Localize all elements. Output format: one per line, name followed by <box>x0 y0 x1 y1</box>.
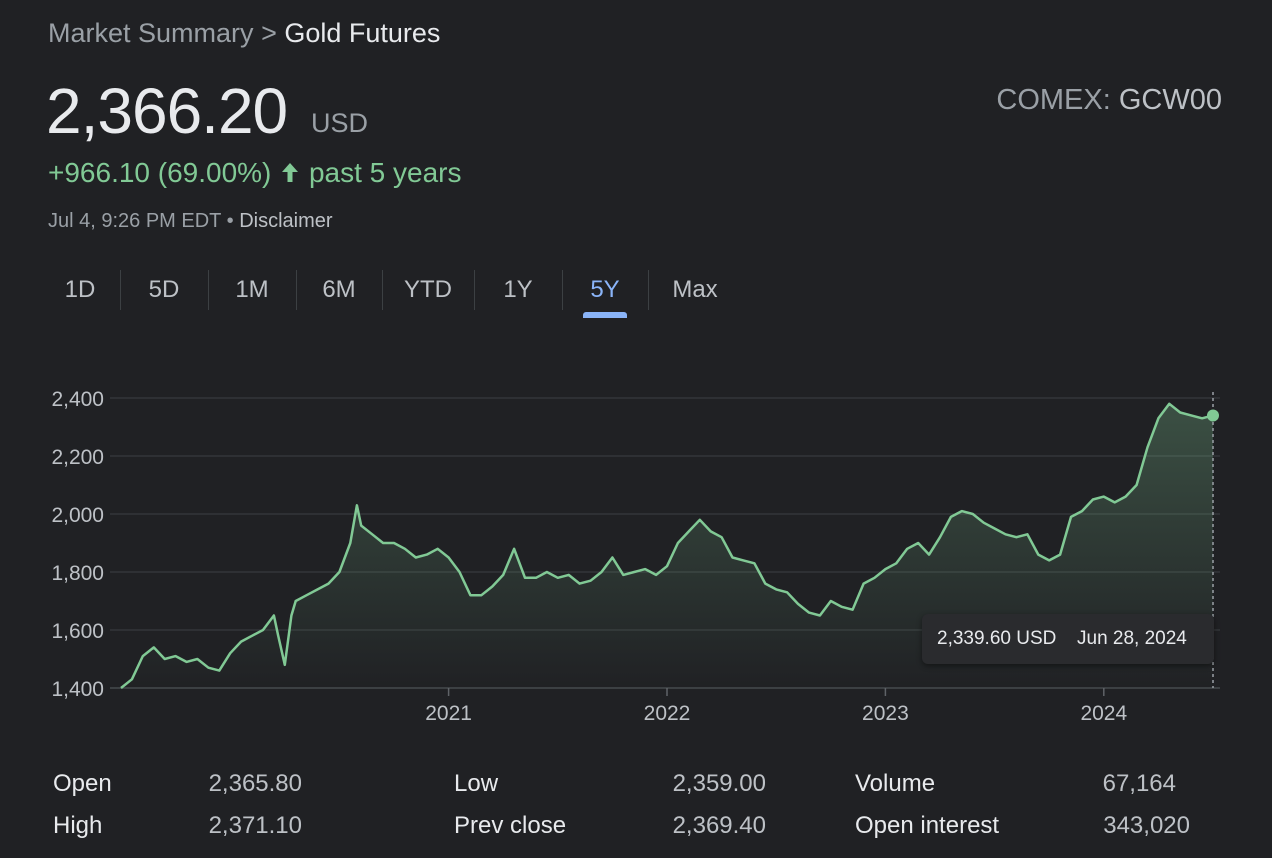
exchange-symbol: COMEX: GCW00 <box>996 84 1222 117</box>
stat-label-volume: Volume <box>855 770 936 797</box>
stat-label-open-interest: Open interest <box>855 812 1000 839</box>
price-chart[interactable]: 2,400 2,200 2,000 1,800 1,600 1,400 2021 2022 2… <box>0 360 1272 740</box>
arrow-up-icon <box>282 163 299 182</box>
stat-label-open: Open <box>53 770 112 797</box>
bullet-separator: • <box>226 210 234 232</box>
x-tick-label: 2024 <box>1080 702 1127 725</box>
stat-value-high: 2,371.10 <box>208 812 302 839</box>
breadcrumb: Market Summary > Gold Futures <box>48 18 440 49</box>
hover-tooltip: 2,339.60 USD Jun 28, 2024 <box>922 614 1214 664</box>
y-tick-label: 1,600 <box>51 620 104 643</box>
stat-value-prev-close: 2,369.40 <box>672 812 766 839</box>
stat-label-low: Low <box>454 770 499 797</box>
stat-value-volume: 67,164 <box>1102 770 1176 797</box>
tab-1m[interactable]: 1M <box>208 270 296 310</box>
y-tick-label: 1,800 <box>51 562 104 585</box>
quote-timestamp: Jul 4, 9:26 PM EDT • Disclaimer <box>48 210 333 233</box>
range-tabs: 1D 5D 1M 6M YTD 1Y 5Y Max <box>40 270 742 318</box>
price-change: +966.10 (69.00%) past 5 years <box>48 157 461 189</box>
stat-value-open-interest: 343,020 <box>1103 812 1190 839</box>
last-point-marker <box>1207 409 1219 422</box>
ticker-symbol: GCW00 <box>1118 84 1222 116</box>
tab-1d[interactable]: 1D <box>64 276 96 303</box>
tab-5d[interactable]: 5D <box>120 270 208 310</box>
stat-value-open: 2,365.80 <box>208 770 302 797</box>
x-tick-label: 2021 <box>425 702 472 725</box>
change-value: +966.10 (69.00%) <box>48 157 272 188</box>
y-tick-label: 2,200 <box>51 446 104 469</box>
current-price: 2,366.20 <box>46 75 288 147</box>
price-currency: USD <box>311 108 369 138</box>
tab-max[interactable]: Max <box>648 270 742 310</box>
change-period: past 5 years <box>308 157 462 188</box>
tooltip-value: 2,339.60 USD <box>937 628 1057 649</box>
tab-1y[interactable]: 1Y <box>474 270 562 310</box>
y-tick-label: 1,400 <box>51 678 104 701</box>
breadcrumb-separator: > <box>261 18 277 48</box>
breadcrumb-current: Gold Futures <box>284 18 441 48</box>
stat-label-prev-close: Prev close <box>454 812 567 839</box>
timestamp-text: Jul 4, 9:26 PM EDT <box>48 210 222 232</box>
tooltip-date: Jun 28, 2024 <box>1077 628 1187 649</box>
y-tick-label: 2,400 <box>51 388 104 411</box>
stat-label-high: High <box>53 812 103 839</box>
tab-6m[interactable]: 6M <box>296 270 382 310</box>
breadcrumb-parent-link[interactable]: Market Summary <box>48 18 254 48</box>
disclaimer-link[interactable]: Disclaimer <box>239 210 333 232</box>
exchange-label: COMEX: <box>996 84 1111 116</box>
y-tick-label: 2,000 <box>51 504 104 527</box>
x-tick-label: 2023 <box>862 702 909 725</box>
price-line <box>120 402 1214 689</box>
x-tick-label: 2022 <box>644 702 691 725</box>
stat-value-low: 2,359.00 <box>672 770 766 797</box>
tab-ytd[interactable]: YTD <box>382 270 474 310</box>
tab-5y[interactable]: 5Y <box>562 270 648 310</box>
